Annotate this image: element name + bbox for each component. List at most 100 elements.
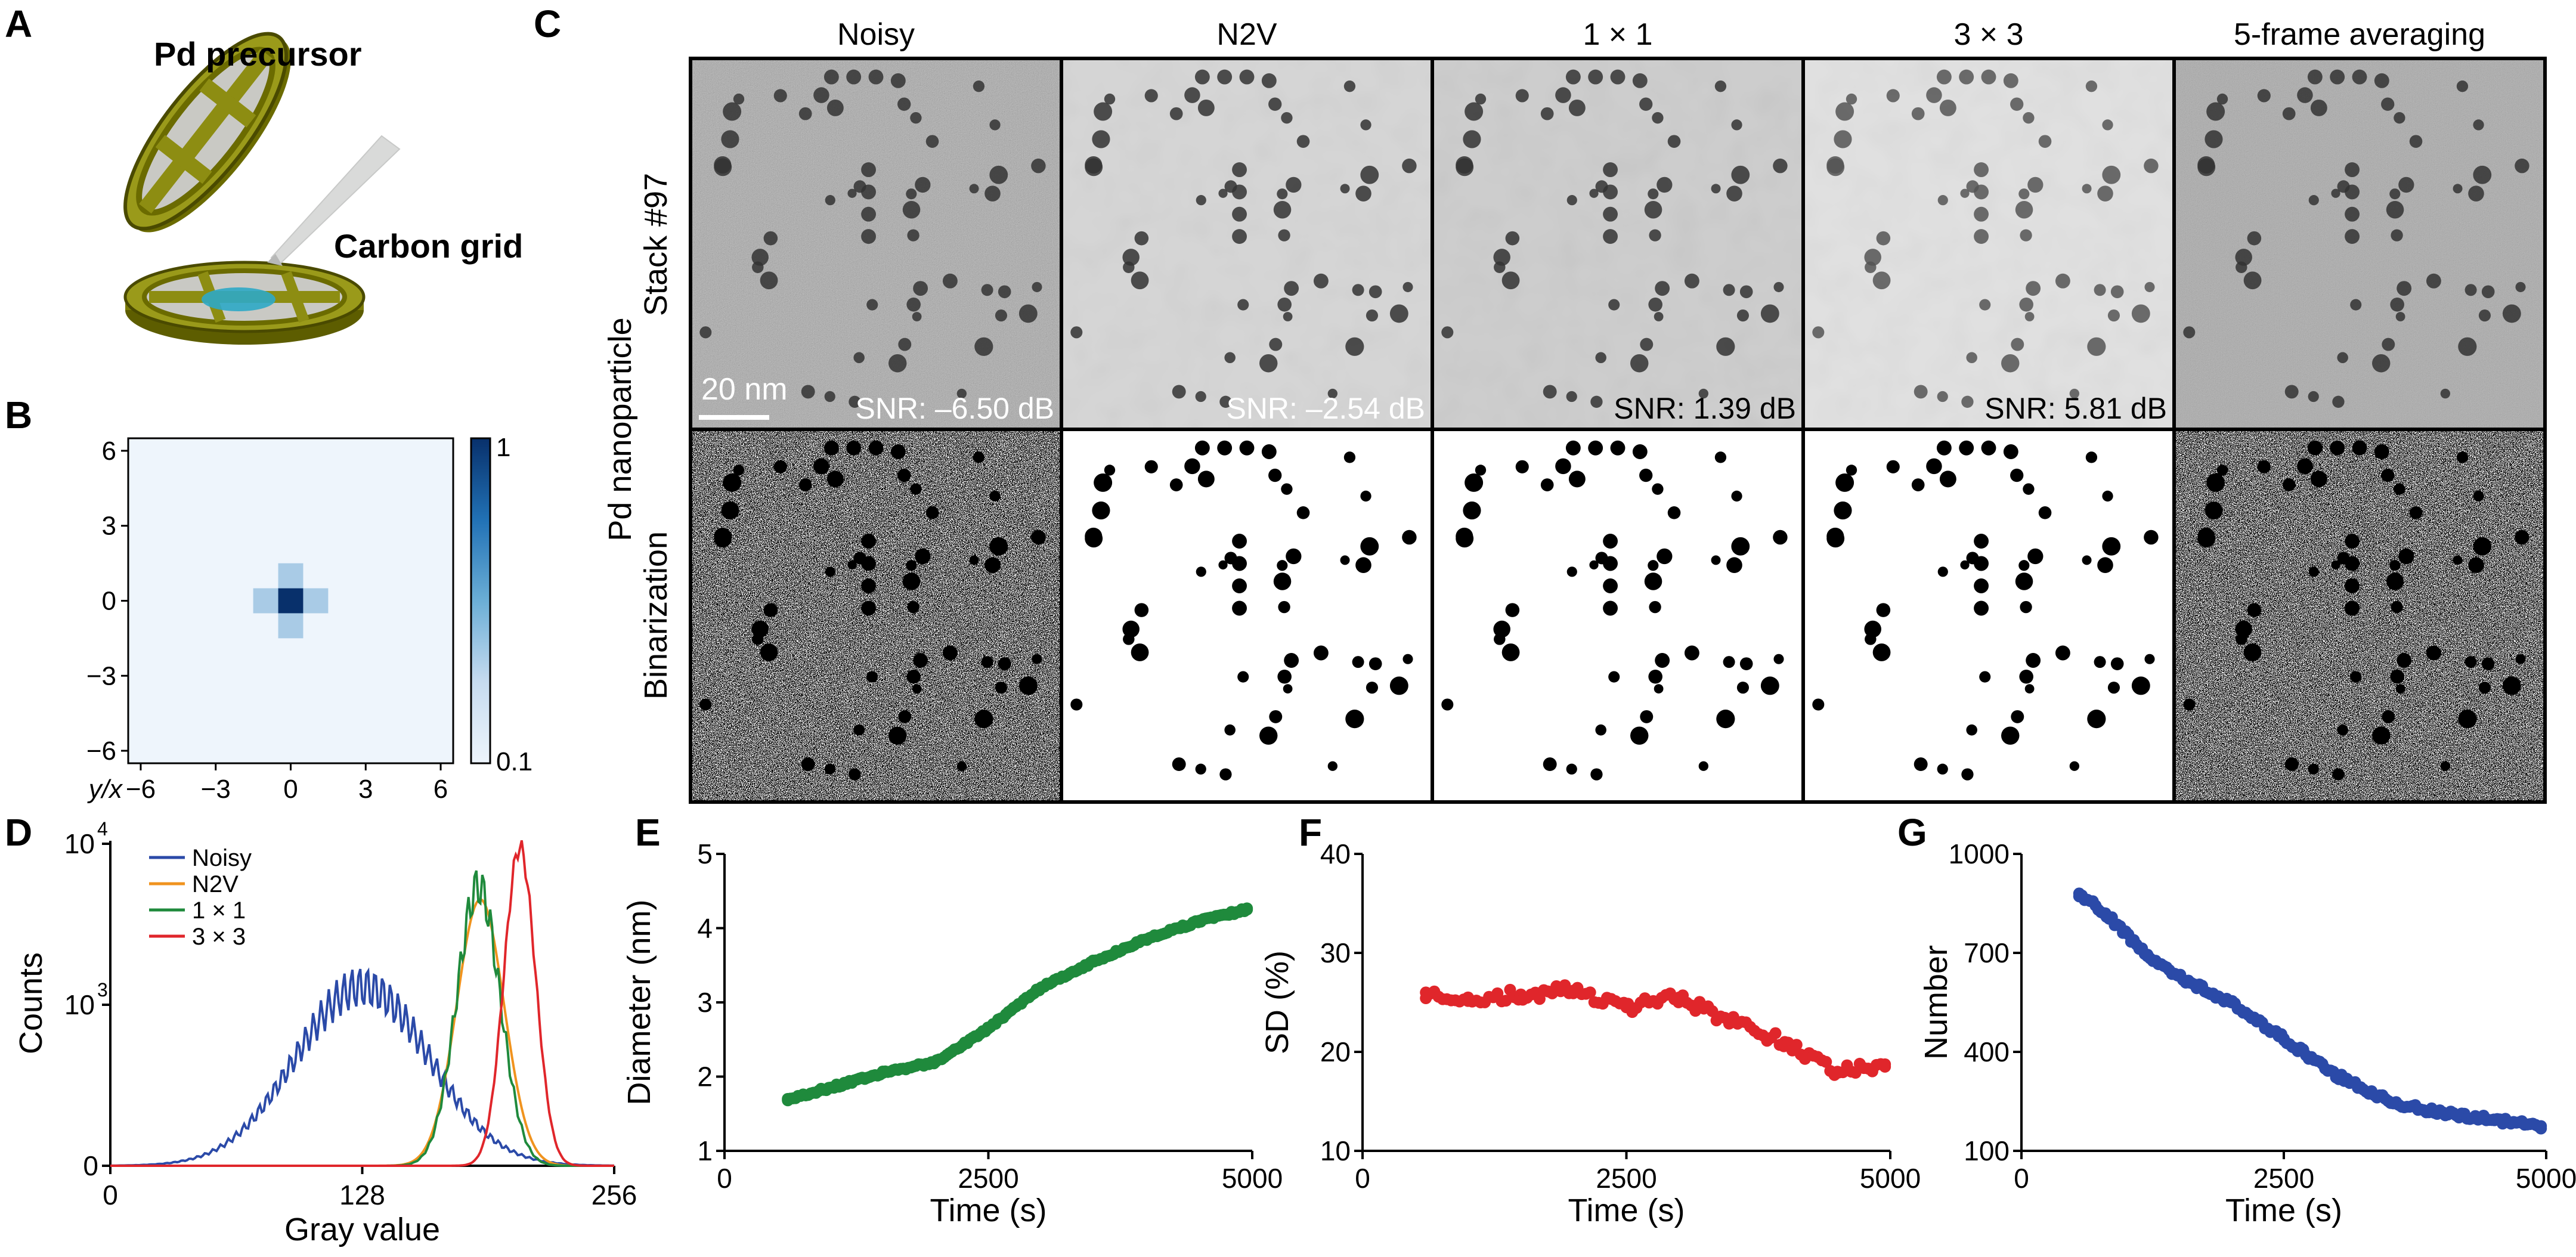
nanoparticle: [1327, 761, 1337, 771]
nanoparticle: [2386, 200, 2404, 219]
nanoparticle: [2307, 440, 2323, 456]
nanoparticle: [925, 506, 939, 519]
nanoparticle: [2458, 337, 2477, 356]
nanoparticle: [1389, 304, 1408, 323]
nanoparticle: [1475, 93, 1487, 105]
nanoparticle: [2458, 710, 2477, 729]
nanoparticle: [825, 195, 835, 206]
column-header: 3 × 3: [1953, 17, 2023, 52]
nanoparticle: [1876, 603, 1891, 617]
legend-label: Noisy: [192, 845, 252, 871]
nanoparticle: [825, 566, 835, 577]
nanoparticle: [2330, 69, 2345, 85]
nanoparticle: [847, 188, 857, 198]
nanoparticle: [861, 162, 877, 178]
nanoparticle: [1654, 312, 1664, 321]
nanoparticle: [1657, 548, 1673, 565]
heatmap-cell: [278, 563, 304, 589]
nanoparticle: [1343, 81, 1356, 92]
nanoparticle: [1269, 338, 1283, 351]
nanoparticle: [1834, 130, 1852, 148]
nanoparticle: [1104, 465, 1116, 476]
legend-label: 3 × 3: [192, 924, 246, 950]
row-label-binarization: Binarization: [638, 531, 674, 699]
x-tick-label: −6: [126, 775, 156, 804]
nanoparticle: [1711, 555, 1721, 565]
nanoparticle: [1441, 698, 1454, 711]
nanoparticle: [1566, 195, 1577, 206]
nanoparticle: [1501, 643, 1520, 661]
nanoparticle: [1352, 656, 1364, 668]
nanoparticle: [1092, 130, 1110, 148]
nanoparticle: [1960, 188, 1970, 198]
nanoparticle: [2001, 354, 2020, 373]
nanoparticle: [2397, 281, 2412, 296]
nanoparticle: [1232, 184, 1247, 200]
nanoparticle: [723, 473, 742, 492]
label-carbon-grid: Carbon grid: [334, 227, 523, 265]
nanoparticle: [2144, 654, 2155, 664]
nanoparticle: [1269, 710, 1283, 723]
nanoparticle: [1131, 271, 1149, 290]
nanoparticle: [813, 87, 829, 103]
nanoparticle: [1555, 458, 1571, 475]
binary-specks: [1432, 429, 1803, 802]
nanoparticle: [1402, 530, 1417, 545]
nanoparticle: [1296, 135, 1310, 148]
heatmap-cell: [278, 588, 304, 614]
y-tick-label: 1000: [1949, 838, 2010, 869]
nanoparticle: [1684, 645, 1699, 661]
diameter-chart: 0 2500 5000 1 2 3 4 5 Time (s) Diameter (nm): [621, 838, 1283, 1228]
nanoparticle: [2247, 603, 2262, 617]
heatmap-cell: [253, 588, 278, 614]
nanoparticle: [1834, 501, 1852, 520]
nanoparticle: [733, 465, 745, 476]
nanoparticle: [973, 81, 985, 92]
column-header: Noisy: [837, 17, 915, 52]
nanoparticle: [1218, 188, 1228, 198]
binary-noise: [2174, 429, 2545, 802]
nanoparticle: [1184, 87, 1200, 103]
nanoparticle: [2144, 530, 2159, 545]
nanoparticle: [1085, 158, 1103, 177]
y-axis-label: Number: [1918, 945, 1954, 1060]
nanoparticle: [1926, 458, 1942, 475]
nanoparticle: [1630, 354, 1649, 373]
nanoparticle: [1493, 249, 1510, 266]
nanoparticle: [1197, 99, 1215, 116]
nanoparticle: [723, 102, 742, 121]
nanoparticle: [1639, 468, 1653, 482]
nanoparticle: [2087, 710, 2106, 729]
panel-label-f: F: [1299, 811, 1322, 854]
y-tick-label: 3: [102, 512, 116, 541]
colorbar: [470, 437, 491, 764]
nanoparticle: [2389, 560, 2401, 571]
image-texture: [1061, 58, 1432, 429]
nanoparticle: [2087, 337, 2106, 356]
nanoparticle: [1345, 337, 1364, 356]
nanoparticle: [1360, 165, 1379, 184]
nanoparticle: [1122, 620, 1140, 638]
nanoparticle: [2015, 572, 2033, 590]
nanoparticle: [2183, 326, 2196, 339]
nanoparticle: [942, 273, 958, 289]
nanoparticle: [1122, 249, 1140, 266]
nanoparticle: [861, 578, 877, 593]
x-tick-label: 5000: [2516, 1163, 2576, 1194]
nanoparticle: [2055, 645, 2070, 661]
x-tick-label: 0: [1355, 1163, 1370, 1194]
nanoparticle: [2282, 107, 2296, 120]
nanoparticle: [1773, 281, 1784, 292]
data-point: [1584, 986, 1596, 999]
image-tile: [2172, 428, 2547, 804]
nanoparticle: [2464, 656, 2477, 668]
nanoparticle: [2038, 135, 2052, 148]
nanoparticle: [2409, 506, 2423, 519]
nanoparticle: [1032, 281, 1042, 292]
nanoparticle: [1937, 195, 1948, 206]
nanoparticle: [1218, 560, 1228, 569]
number-chart: 0 2500 5000 100 400 700 1000 Time (s) Number: [1918, 838, 2576, 1228]
nanoparticle: [1630, 726, 1649, 745]
nanoparticle: [1355, 185, 1371, 202]
image-tile: [1431, 428, 1805, 804]
